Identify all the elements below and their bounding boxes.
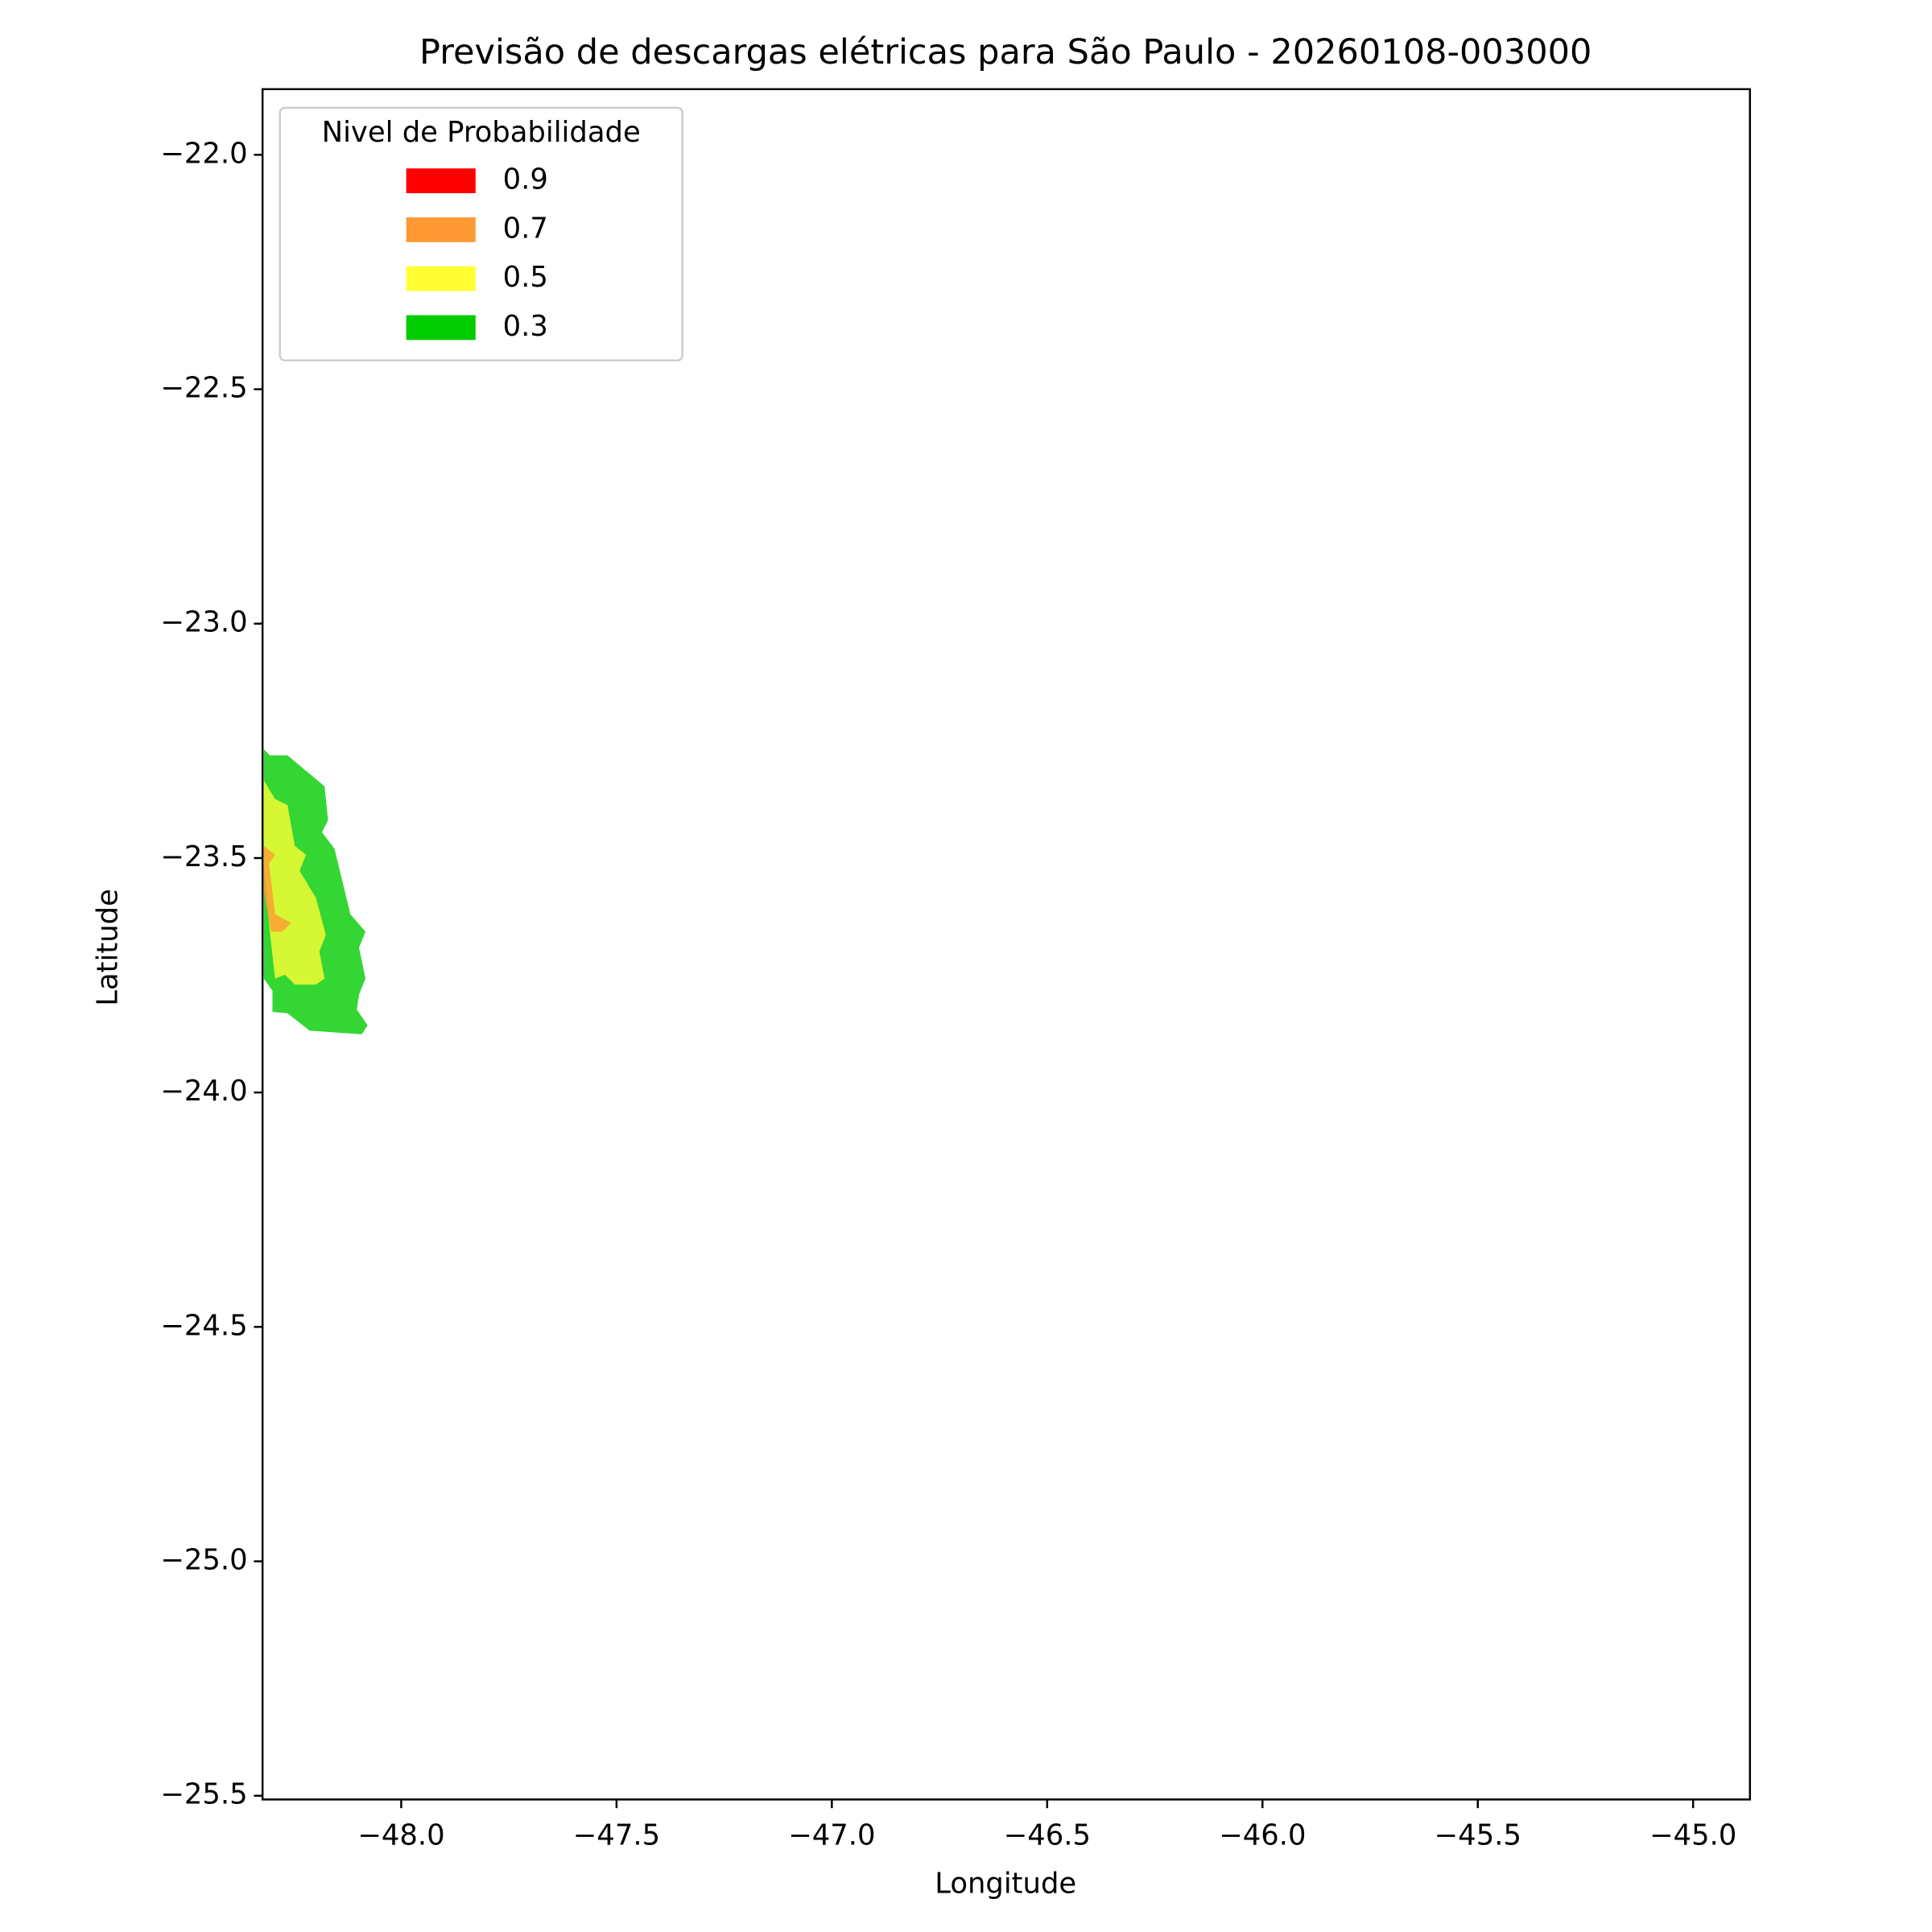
x-axis-label: Longitude: [935, 1868, 1076, 1901]
legend-title: Nivel de Probabilidade: [322, 116, 641, 149]
legend-label: 0.7: [503, 212, 548, 245]
y-tick-label: −22.0: [160, 137, 247, 170]
legend-label: 0.9: [503, 163, 548, 196]
legend-box: [279, 106, 683, 361]
y-tick-label: −24.5: [160, 1309, 247, 1342]
y-tick-label: −22.5: [160, 372, 247, 405]
y-axis-label: Latitude: [91, 889, 124, 1006]
plot-frame: [261, 88, 1752, 1801]
legend: Nivel de Probabilidade 0.9 0.7 0.5 0.3: [279, 106, 683, 361]
y-tick-label: −23.5: [160, 840, 247, 873]
x-tick-label: −48.0: [357, 1819, 444, 1852]
y-tick-label: −25.0: [160, 1544, 247, 1577]
y-tick-label: −24.0: [160, 1075, 247, 1108]
x-tick-label: −47.0: [788, 1819, 875, 1852]
x-tick-label: −45.5: [1435, 1819, 1521, 1852]
legend-swatch: [406, 217, 476, 242]
x-tick-label: −46.0: [1219, 1819, 1306, 1852]
legend-label: 0.5: [503, 261, 548, 294]
x-tick-label: −46.5: [1004, 1819, 1091, 1852]
legend-swatch: [406, 168, 476, 193]
contour-region: [263, 845, 291, 932]
x-tick-label: −45.0: [1649, 1819, 1736, 1852]
contour-region: [263, 780, 326, 985]
y-tick-label: −25.5: [160, 1778, 247, 1811]
y-tick-label: −23.0: [160, 606, 247, 639]
plot-area: [263, 749, 368, 1034]
chart-title: Previsão de descargas elétricas para São…: [419, 32, 1591, 72]
legend-label: 0.3: [503, 310, 548, 343]
legend-swatch: [406, 315, 476, 341]
x-tick-label: −47.5: [573, 1819, 660, 1852]
legend-swatch: [406, 266, 476, 291]
